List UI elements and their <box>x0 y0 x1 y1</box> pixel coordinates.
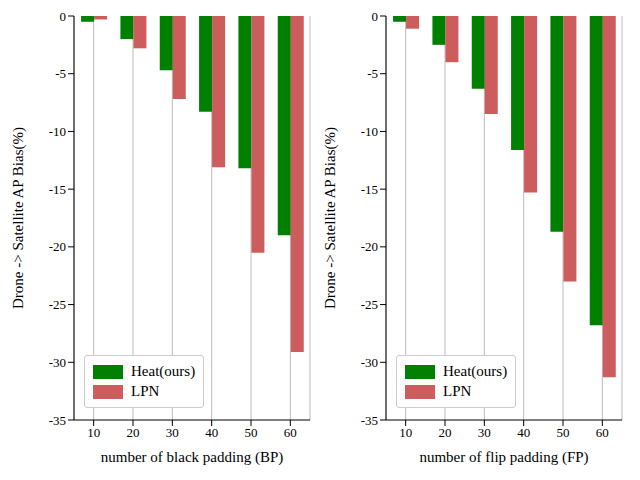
svg-text:-30: -30 <box>49 355 66 370</box>
svg-text:40: 40 <box>517 425 530 440</box>
svg-text:50: 50 <box>557 425 570 440</box>
svg-text:30: 30 <box>166 425 179 440</box>
svg-text:-15: -15 <box>49 182 66 197</box>
svg-text:30: 30 <box>478 425 491 440</box>
svg-text:-10: -10 <box>361 124 378 139</box>
svg-text:50: 50 <box>245 425 258 440</box>
svg-text:-10: -10 <box>49 124 66 139</box>
html-text:Heat(ours): Heat(ours) <box>443 363 508 379</box>
svg-text:-35: -35 <box>361 413 378 428</box>
svg-text:0: 0 <box>372 9 379 24</box>
svg-text:40: 40 <box>205 425 218 440</box>
svg-text:-20: -20 <box>49 239 66 254</box>
svg-text:number of flip padding (FP): number of flip padding (FP) <box>419 449 588 466</box>
svg-text:-5: -5 <box>367 66 378 81</box>
svg-text:-30: -30 <box>361 355 378 370</box>
svg-text:-15: -15 <box>361 182 378 197</box>
svg-text:0: 0 <box>60 9 67 24</box>
svg-text:-25: -25 <box>49 297 66 312</box>
svg-text:60: 60 <box>284 425 297 440</box>
svg-text:-5: -5 <box>55 66 66 81</box>
svg-text:-25: -25 <box>361 297 378 312</box>
html-text:Heat(ours): Heat(ours) <box>131 363 196 379</box>
svg-text:10: 10 <box>87 425 100 440</box>
svg-text:10: 10 <box>399 425 412 440</box>
svg-text:Drone -> Satellite AP Bias(%): Drone -> Satellite AP Bias(%) <box>322 127 339 309</box>
html-text:LPN: LPN <box>443 383 472 399</box>
svg-text:20: 20 <box>127 425 140 440</box>
svg-text:-20: -20 <box>361 239 378 254</box>
svg-text:20: 20 <box>439 425 452 440</box>
svg-text:Drone -> Satellite AP Bias(%): Drone -> Satellite AP Bias(%) <box>10 127 27 309</box>
svg-text:number of black padding (BP): number of black padding (BP) <box>101 449 283 466</box>
svg-text:-35: -35 <box>49 413 66 428</box>
html-text:LPN: LPN <box>131 383 160 399</box>
svg-text:60: 60 <box>596 425 609 440</box>
